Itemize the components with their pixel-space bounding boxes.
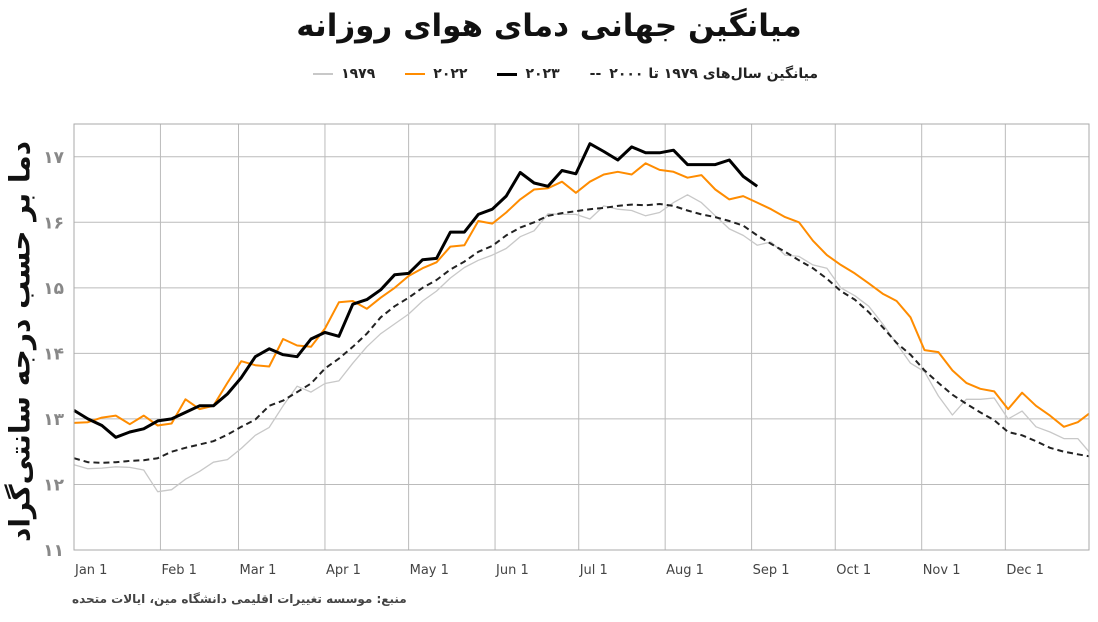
legend-dash-marker: -- [589, 66, 602, 82]
x-tick-label: Jun 1 [495, 563, 529, 578]
series-line-0 [73, 194, 1090, 493]
legend-swatch [313, 73, 334, 75]
legend-item-2023[interactable]: ۲۰۲۳ [497, 66, 560, 82]
x-tick-label: Apr 1 [326, 563, 361, 578]
y-tick-label: ۱۲ [43, 475, 64, 495]
x-tick-label: Mar 1 [240, 563, 277, 578]
legend-item-2022[interactable]: ۲۰۲۲ [405, 66, 467, 82]
x-tick-label: Jan 1 [74, 563, 107, 578]
source-note: منبع: موسسه تغییرات اقلیمی دانشگاه مین، … [72, 592, 407, 606]
chart-title: میانگین جهانی دمای هوای روزانه [296, 8, 802, 44]
tick-labels: ۱۱ ۱۲ ۱۳ ۱۴ ۱۵ ۱۶ ۱۷ Jan 1 Feb 1 Mar 1 Apr 1 May 1 J… [43, 148, 1044, 578]
legend-label: ۲۰۲۲ [433, 66, 468, 82]
x-tick-label: Sep 1 [753, 563, 790, 578]
series-line-2 [73, 142, 759, 439]
legend-swatch [497, 72, 518, 76]
legend-label: میانگین سال‌های ۱۹۷۹ تا ۲۰۰۰ [609, 66, 818, 82]
x-tick-label: Dec 1 [1006, 563, 1044, 578]
legend-item-baseline-mean[interactable]: میانگین سال‌های ۱۹۷۹ تا ۲۰۰۰ -- [590, 66, 818, 82]
legend: میانگین سال‌های ۱۹۷۹ تا ۲۰۰۰ -- ۲۰۲۳ ۲۰۲… [313, 66, 818, 82]
plot-border [73, 123, 1090, 551]
series-line-1 [73, 162, 1090, 428]
x-tick-label: Nov 1 [923, 563, 961, 578]
x-tick-label: Aug 1 [666, 563, 704, 578]
x-tick-label: Oct 1 [836, 563, 871, 578]
x-tick-label: Jul 1 [579, 563, 608, 578]
x-tick-label: May 1 [410, 563, 449, 578]
legend-label: ۲۰۲۳ [525, 66, 560, 82]
y-tick-label: ۱۵ [43, 279, 64, 299]
y-tick-label: ۱۶ [43, 213, 64, 233]
y-tick-label: ۱۷ [43, 148, 64, 168]
legend-item-1979[interactable]: ۱۹۷۹ [313, 66, 375, 82]
y-axis-label: دما بر حسب درجه سانتی‌گراد [3, 140, 37, 543]
x-tick-label: Feb 1 [161, 563, 196, 578]
y-tick-label: ۱۱ [43, 541, 64, 561]
legend-label: ۱۹۷۹ [341, 66, 376, 82]
y-tick-label: ۱۳ [43, 410, 64, 430]
series-line-3 [73, 203, 1090, 464]
legend-swatch [405, 73, 426, 75]
y-tick-label: ۱۴ [43, 344, 64, 364]
series-group [73, 142, 1090, 493]
